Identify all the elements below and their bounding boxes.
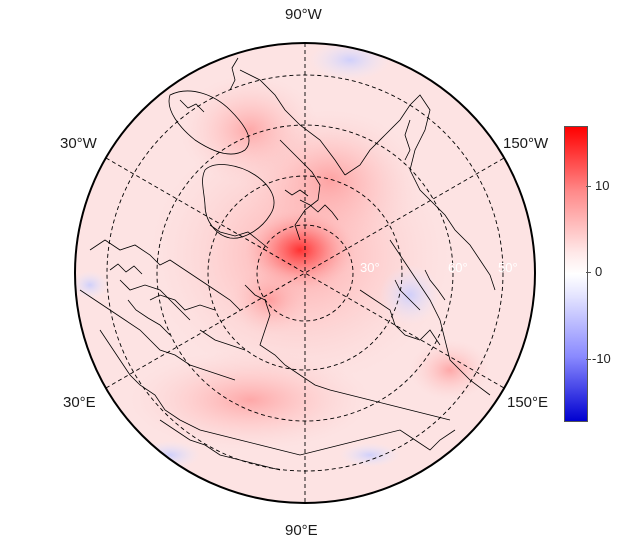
graticule xyxy=(105,43,505,503)
longitude-label-top: 90°W xyxy=(285,6,322,23)
colorbar-tick-mark xyxy=(586,186,591,187)
longitude-label-bottom: 90°E xyxy=(285,522,318,539)
latitude-label: 60° xyxy=(448,260,468,275)
colorbar-tick-label: 0 xyxy=(595,264,603,279)
colorbar-tick-label: 10 xyxy=(595,178,610,193)
longitude-label-upper-left: 30°W xyxy=(60,135,97,152)
colorbar xyxy=(564,126,588,422)
colorbar-tick-label: -10 xyxy=(592,351,611,366)
latitude-label: 50° xyxy=(498,260,518,275)
latitude-label: 30° xyxy=(360,260,380,275)
map-boundary xyxy=(74,42,536,504)
colorbar-tick-mark xyxy=(586,272,591,273)
longitude-label-lower-left: 30°E xyxy=(63,394,96,411)
anomaly-field xyxy=(75,43,535,503)
colorbar-tick-mark xyxy=(586,359,591,360)
land-outlines xyxy=(79,57,496,471)
longitude-label-lower-right: 150°E xyxy=(507,394,549,411)
longitude-label-upper-right: 150°W xyxy=(503,135,549,152)
